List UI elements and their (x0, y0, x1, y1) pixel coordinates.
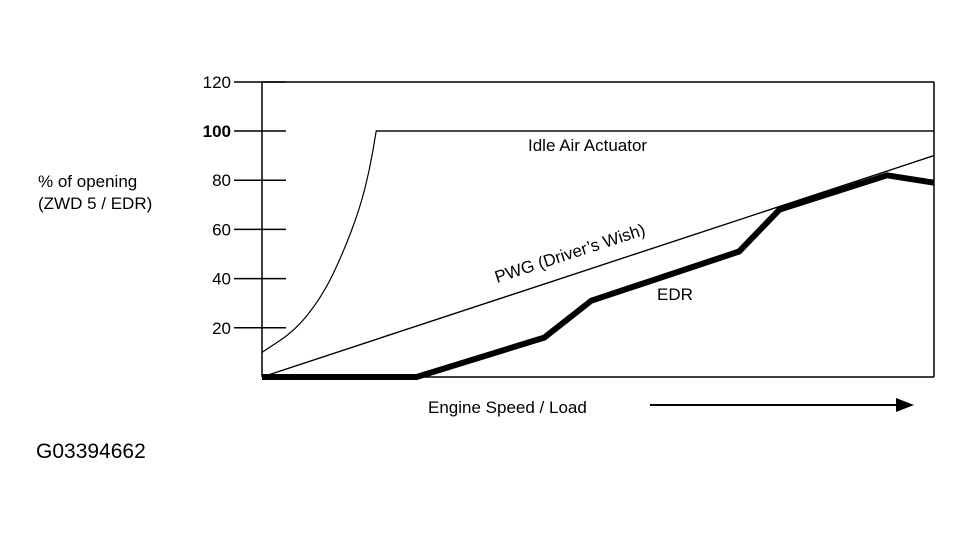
y-axis-label-line1: % of opening (38, 172, 137, 191)
y-tick-label-80: 80 (212, 171, 231, 190)
series-idle-air-actuator (261, 130, 934, 353)
series-pwg-drivers-wish (261, 154, 935, 378)
x-axis-label: Engine Speed / Load (428, 398, 587, 417)
y-tick-label-60: 60 (212, 220, 231, 239)
y-axis-label-line2: (ZWD 5 / EDR) (38, 194, 152, 213)
y-tick-label-20: 20 (212, 319, 231, 338)
y-tick-label-100: 100 (203, 122, 231, 141)
series-edr (262, 172, 935, 380)
label-pwg-drivers-wish: PWG (Driver’s Wish) (492, 220, 647, 287)
y-tick-label-40: 40 (212, 270, 231, 289)
plot-frame (261, 81, 935, 378)
x-axis-arrow-head (896, 398, 914, 412)
label-idle-air-actuator: Idle Air Actuator (528, 136, 647, 155)
y-ticks: 120 100 80 60 40 20 (203, 73, 286, 338)
y-tick-label-120: 120 (203, 73, 231, 92)
label-edr: EDR (657, 285, 693, 304)
figure-id: G03394662 (36, 440, 146, 463)
